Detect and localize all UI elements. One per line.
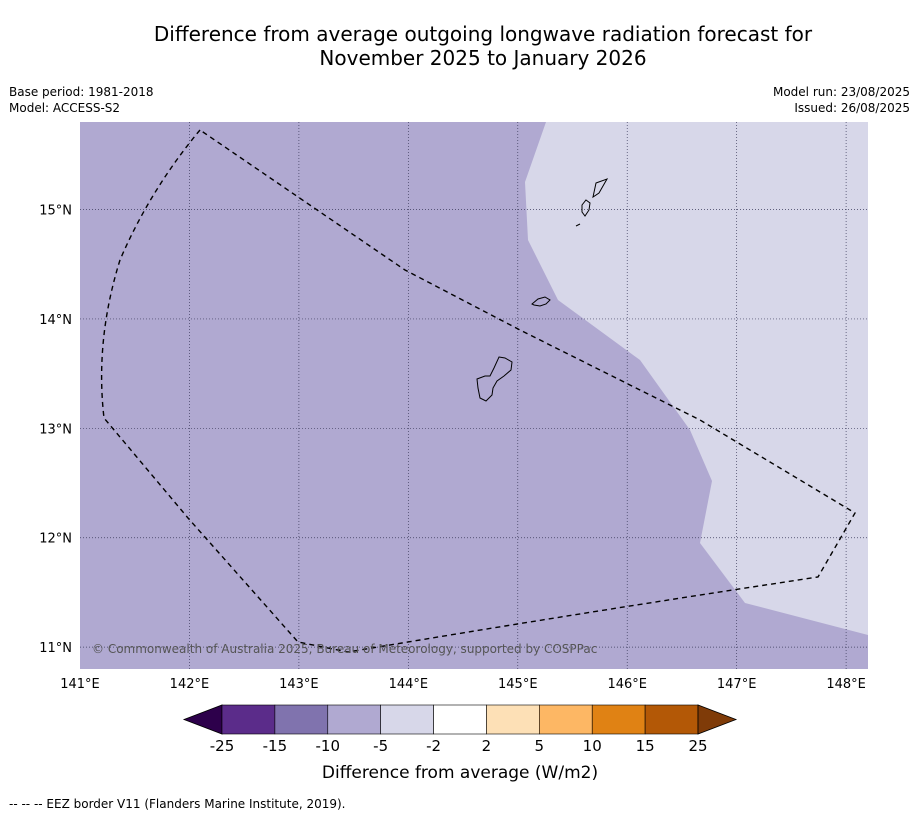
copyright-text: © Commonwealth of Australia 2025, Bureau…	[92, 642, 597, 656]
colorbar-tick-label: 2	[482, 737, 492, 755]
colorbar-tick-label: -10	[316, 737, 341, 755]
colorbar-tick-label: -15	[263, 737, 288, 755]
colorbar-tick-label: 5	[535, 737, 545, 755]
colorbar-bin	[327, 704, 381, 735]
longitude-tick-label: 142°E	[170, 677, 210, 692]
colorbar-bin	[539, 704, 593, 735]
colorbar-label: Difference from average (W/m2)	[322, 763, 598, 783]
map-panel: © Commonwealth of Australia 2025, Bureau…	[80, 122, 868, 669]
eez-legend-note: -- -- -- EEZ border V11 (Flanders Marine…	[9, 797, 346, 811]
colorbar-bin	[591, 704, 646, 735]
model-name: Model: ACCESS-S2	[9, 101, 121, 115]
colorbar-tick-label: 10	[583, 737, 602, 755]
longitude-tick-label: 143°E	[279, 677, 319, 692]
title-line-1: Difference from average outgoing longwav…	[153, 22, 813, 46]
colorbar-tick-label: -5	[373, 737, 388, 755]
model-run: Model run: 23/08/2025	[772, 85, 910, 99]
colorbar-bin	[221, 704, 276, 735]
anomaly-region-light	[525, 122, 868, 635]
colorbar-extend-high	[697, 704, 738, 735]
graticule	[80, 122, 868, 669]
colorbar	[182, 704, 738, 735]
latitude-tick-label: 12°N	[39, 532, 72, 547]
colorbar-bin	[274, 704, 329, 735]
islands	[476, 178, 609, 402]
colorbar-bin	[486, 704, 540, 735]
colorbar-tick-labels: -25 -15 -10 -5 -2 2 5 10 15 25	[210, 737, 708, 755]
meta-left: Base period: 1981-2018 Model: ACCESS-S2	[9, 84, 154, 116]
title-line-2: November 2025 to January 2026	[319, 46, 647, 70]
longitude-tick-label: 144°E	[389, 677, 429, 692]
latitude-tick-label: 14°N	[39, 313, 72, 328]
longitude-tick-label: 148°E	[826, 677, 866, 692]
island-guam	[476, 356, 513, 402]
eez-border	[100, 129, 856, 653]
colorbar-bin	[433, 704, 487, 735]
latitude-tick-label: 15°N	[39, 204, 72, 219]
island-aguijan	[575, 223, 581, 227]
latitude-tick-label: 13°N	[39, 422, 72, 437]
longitude-tick-label: 141°E	[60, 677, 100, 692]
colorbar-tick-label: 15	[636, 737, 655, 755]
island-saipan	[592, 178, 609, 199]
longitude-tick-label: 146°E	[607, 677, 647, 692]
colorbar-bin	[380, 704, 434, 735]
colorbar-bin	[644, 704, 699, 735]
colorbar-tick-label: -25	[210, 737, 235, 755]
colorbar-extend-low	[182, 704, 223, 735]
issued-date: Issued: 26/08/2025	[794, 101, 910, 115]
chart-title: Difference from average outgoing longwav…	[0, 22, 919, 70]
colorbar-tick-label: 25	[688, 737, 707, 755]
latitude-tick-label: 11°N	[39, 641, 72, 656]
latitude-tick-labels: 15°N 14°N 13°N 12°N 11°N	[39, 204, 72, 657]
island-tinian	[581, 199, 591, 217]
longitude-tick-label: 147°E	[717, 677, 757, 692]
longitude-tick-label: 145°E	[498, 677, 538, 692]
meta-right: Model run: 23/08/2025 Issued: 26/08/2025	[773, 84, 910, 116]
colorbar-tick-label: -2	[426, 737, 441, 755]
base-period: Base period: 1981-2018	[9, 85, 154, 99]
longitude-tick-labels: 141°E 142°E 143°E 144°E 145°E 146°E 147°E 148°E	[60, 677, 866, 692]
island-rota	[531, 296, 551, 307]
